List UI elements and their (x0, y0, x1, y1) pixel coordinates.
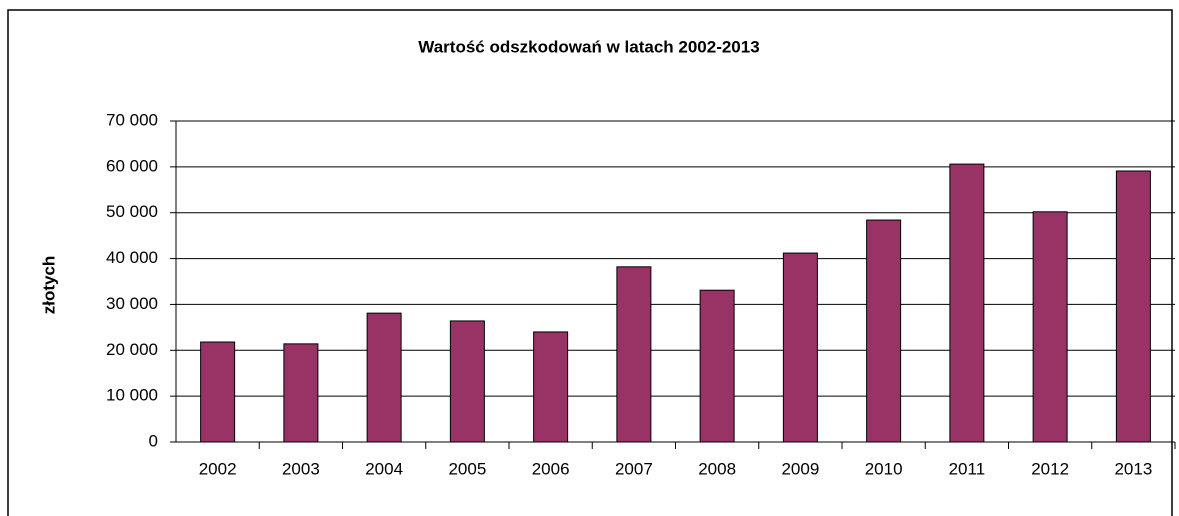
y-tick-label: 10 000 (106, 386, 158, 405)
bar (200, 341, 236, 443)
bar (1115, 170, 1151, 443)
bar (782, 252, 818, 443)
x-tick-label: 2003 (282, 459, 320, 478)
y-tick-label: 50 000 (106, 202, 158, 221)
chart-frame (7, 9, 1173, 516)
x-tick-label: 2007 (615, 459, 653, 478)
y-tick-label: 60 000 (106, 156, 158, 175)
chart-title: Wartość odszkodowań w latach 2002-2013 (418, 37, 759, 56)
x-tick-label: 2004 (365, 459, 403, 478)
x-tick-label: 2010 (865, 459, 903, 478)
y-tick-label: 40 000 (106, 248, 158, 267)
bar (1032, 211, 1068, 443)
bar (533, 331, 569, 443)
bar (283, 343, 319, 443)
x-tick-label: 2008 (698, 459, 736, 478)
y-tick-label: 20 000 (106, 340, 158, 359)
x-tick-label: 2013 (1114, 459, 1152, 478)
bar (616, 266, 652, 443)
y-tick-label: 0 (149, 431, 158, 450)
bar (949, 163, 985, 443)
y-tick-label: 30 000 (106, 294, 158, 313)
x-tick-label: 2011 (949, 459, 986, 478)
x-tick-label: 2009 (781, 459, 819, 478)
bar (699, 289, 735, 443)
x-tick-label: 2006 (532, 459, 570, 478)
x-tick-label: 2002 (199, 459, 237, 478)
y-tick-label: 70 000 (106, 110, 158, 129)
bar (449, 320, 485, 443)
bar (866, 219, 902, 443)
bar (366, 312, 402, 443)
x-tick-label: 2012 (1031, 459, 1069, 478)
y-axis-label: złotych (39, 256, 58, 315)
x-tick-label: 2005 (448, 459, 486, 478)
